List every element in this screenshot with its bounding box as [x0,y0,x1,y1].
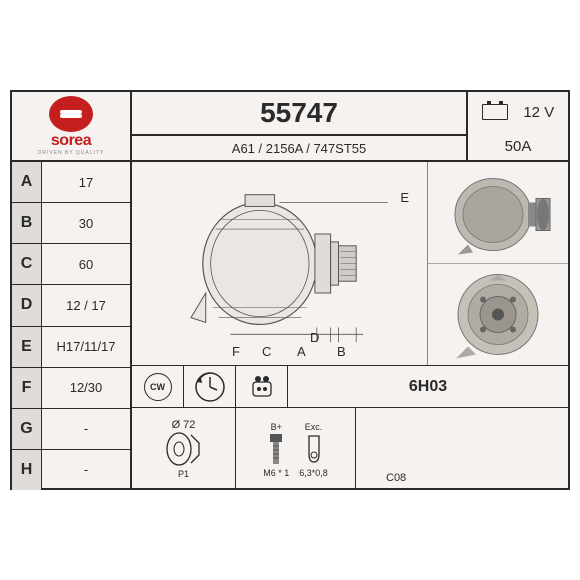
alternator-rear-photo [428,264,568,365]
brand-logo-icon [49,96,93,132]
rotation-badge: CW [144,373,172,401]
voltage: 12 V [523,104,554,121]
spec-label: D [12,285,42,325]
terminal-b-thread: M6 * 1 [263,468,289,478]
clock-icon [193,370,227,404]
detail-row-fgh: Ø 72 P1 B+ M6 * 1 Exc. 6,3*0 [132,407,568,490]
spec-label: G [12,409,42,449]
leader-d: D [310,330,319,345]
connector-code: C08 [386,472,406,484]
leader-f: F [232,344,240,359]
spec-value: 12/30 [42,368,130,408]
spec-label: A [12,162,42,202]
bolt-icon [266,432,286,466]
detail-row-e: CW 6H03 [132,365,568,407]
spec-label: F [12,368,42,408]
pulley-type: P1 [178,469,189,479]
battery-icon [482,104,508,120]
spade-terminal-icon [303,432,325,466]
spec-sheet: sorea DRIVEN BY QUALITY 55747 A61 / 2156… [10,90,570,490]
spec-row: EH17/11/17 [12,327,130,368]
alternator-front-drawing: E F C A D B [132,162,428,365]
code-6h03: 6H03 [288,366,568,407]
amperage: 50A [468,132,568,160]
photo-column [428,162,568,365]
leader-b: B [337,344,346,359]
spec-row: F12/30 [12,368,130,409]
spec-label: H [12,450,42,490]
spec-row: D12 / 17 [12,285,130,326]
pulley-diameter: Ø 72 [172,419,196,431]
spec-table: A17 B30 C60 D12 / 17 EH17/11/17 F12/30 G… [12,162,132,490]
spec-label: B [12,203,42,243]
body-row: A17 B30 C60 D12 / 17 EH17/11/17 F12/30 G… [12,162,568,490]
brand-name: sorea [51,132,91,150]
alternator-side-photo [428,162,568,264]
part-number: 55747 [132,92,466,136]
spec-row: C60 [12,244,130,285]
spec-value: - [42,409,130,449]
spec-label: E [12,327,42,367]
spec-row: A17 [12,162,130,203]
brand-tagline: DRIVEN BY QUALITY [38,150,105,156]
spec-row: B30 [12,203,130,244]
pulley-icon [159,431,209,467]
spec-value: H17/11/17 [42,327,130,367]
logo-cell: sorea DRIVEN BY QUALITY [12,92,132,160]
terminal-exc-size: 6,3*0,8 [299,468,328,478]
terminal-exc-label: Exc. [305,422,323,432]
diagram-top: E F C A D B [132,162,568,365]
spec-value: 30 [42,203,130,243]
header-row: sorea DRIVEN BY QUALITY 55747 A61 / 2156… [12,92,568,162]
regulator-icon [245,372,279,402]
spec-value: 17 [42,162,130,202]
leader-c: C [262,344,271,359]
leader-a: A [297,344,306,359]
electrical-cell: 12 V 50A [468,92,568,160]
title-cell: 55747 A61 / 2156A / 747ST55 [132,92,468,160]
alternator-svg [132,162,427,365]
spec-value: 60 [42,244,130,284]
terminal-b-label: B+ [271,422,282,432]
leader-e: E [400,190,409,205]
cross-reference: A61 / 2156A / 747ST55 [132,136,466,160]
spec-label: C [12,244,42,284]
spec-row: G- [12,409,130,450]
spec-value: - [42,450,130,490]
spec-value: 12 / 17 [42,285,130,325]
diagram-area: E F C A D B [132,162,568,490]
detail-rows: CW 6H03 Ø 72 P1 [132,365,568,490]
spec-row: H- [12,450,130,490]
